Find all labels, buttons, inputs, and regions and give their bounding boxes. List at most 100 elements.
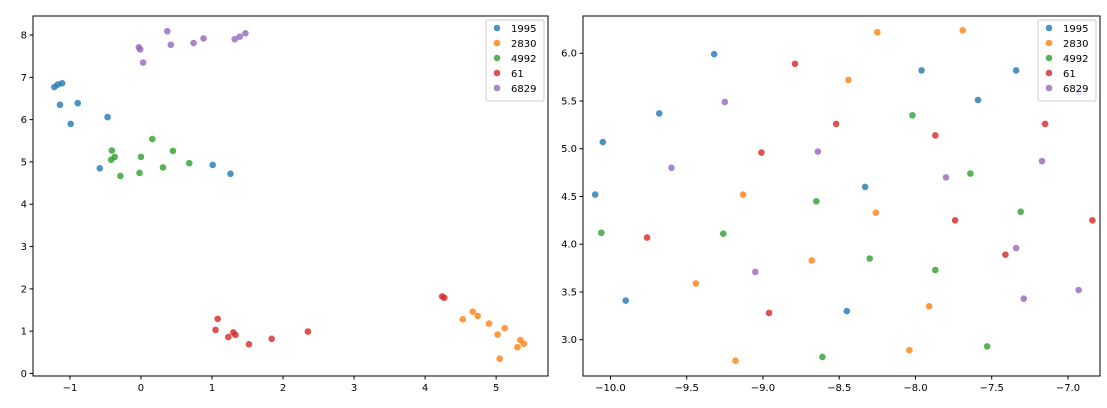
data-point-4992 [159,164,167,171]
legend-label-1995: 1995 [511,24,536,35]
data-point-1995 [209,161,217,169]
data-point-61 [832,120,840,128]
legend-label-2830: 2830 [1063,39,1088,50]
data-point-61 [931,132,939,139]
data-point-4992 [107,156,115,164]
legend-box [1037,19,1097,102]
legend-marker-6829 [1045,84,1053,92]
y-axis-right: 3.0 3.5 4.0 4.5 5.0 5.5 6.0 [561,49,583,346]
data-point-61 [1041,120,1049,128]
x-tick-label: −8.0 [903,383,927,394]
legend-marker-4992 [493,54,501,62]
x-axis-left: −1 0 1 2 3 4 5 [63,376,499,394]
data-point-2830 [494,331,501,338]
x-tick-label: −9.5 [675,383,699,394]
data-point-61 [643,234,651,241]
data-point-4992 [909,112,916,119]
x-tick-label: −8.5 [827,383,851,394]
data-point-1995 [1012,67,1020,74]
x-axis-right: −10.0 −9.5 −9.0 −8.5 −8.0 −7.5 −7.0 [595,376,1080,394]
data-point-61 [791,60,799,68]
y-tick-label: 5.0 [561,144,577,155]
scatter-chart-left: −1 0 1 2 3 4 5 0 1 2 3 4 5 6 7 8 1995 2830 4992 61 6829 [21,15,549,394]
data-point-61 [304,328,312,335]
data-point-4992 [136,169,143,177]
plot-area-left [32,15,549,377]
data-point-6829 [1020,295,1028,302]
data-point-1995 [67,120,74,128]
legend-right: 1995 2830 4992 61 6829 [1037,19,1097,102]
legend-label-6829: 6829 [511,84,536,95]
legend-marker-2830 [1045,39,1053,47]
data-point-6829 [231,35,239,43]
data-point-4992 [720,230,727,238]
data-point-4992 [137,153,145,161]
data-point-1995 [96,164,104,172]
x-tick-label: −7.0 [1056,383,1080,394]
data-point-4992 [108,147,116,154]
data-point-2830 [469,308,477,315]
data-point-4992 [819,353,826,361]
y-tick-label: 3 [21,242,27,253]
data-point-6829 [814,148,822,155]
data-point-61 [765,309,773,317]
legend-label-2830: 2830 [511,39,536,50]
legend-label-1995: 1995 [1063,24,1088,35]
data-point-61 [214,315,221,323]
data-point-6829 [242,30,249,37]
data-point-2830 [520,340,528,348]
data-point-6829 [190,39,197,47]
data-point-2830 [808,257,816,264]
x-tick-label: −1 [63,383,78,394]
data-point-4992 [169,147,177,155]
data-point-2830 [692,280,700,287]
data-point-1995 [918,67,925,74]
y-axis-left: 0 1 2 3 4 5 6 7 8 [21,31,33,380]
data-point-2830 [514,343,521,351]
legend-marker-61 [493,69,501,77]
data-point-6829 [163,27,171,35]
legend-left: 1995 2830 4992 61 6829 [485,19,545,102]
data-point-2830 [959,27,967,34]
data-point-61 [245,340,253,348]
points-left [51,27,528,362]
legend-label-6829: 6829 [1063,84,1088,95]
data-point-61 [268,335,275,343]
legend-label-4992: 4992 [511,54,536,65]
data-point-61 [212,326,219,334]
x-tick-label: 2 [280,383,286,394]
data-point-2830 [925,302,933,310]
data-point-61 [951,217,959,224]
y-tick-label: 0 [21,369,27,380]
data-point-6829 [721,98,729,106]
data-point-4992 [598,229,605,237]
data-point-6829 [1012,244,1020,252]
data-point-6829 [236,33,244,41]
data-point-2830 [485,320,493,327]
data-point-6829 [1075,286,1082,294]
y-tick-label: 4.5 [561,192,577,203]
data-point-4992 [866,255,874,262]
x-tick-label: 3 [351,383,357,394]
data-point-2830 [496,355,503,362]
data-point-1995 [74,99,82,107]
legend-marker-1995 [493,24,501,32]
data-point-2830 [474,312,481,320]
y-tick-label: 6.0 [561,49,577,60]
data-point-6829 [136,46,144,53]
x-tick-label: 1 [209,383,215,394]
y-tick-label: 6 [21,115,27,126]
data-point-1995 [861,183,869,191]
legend-label-4992: 4992 [1063,54,1088,65]
y-tick-label: 5.5 [561,96,577,107]
data-point-4992 [931,266,939,274]
data-point-2830 [501,324,508,332]
data-point-1995 [655,110,663,117]
data-point-6829 [752,268,759,276]
points-right [591,27,1096,365]
data-point-1995 [104,113,111,121]
y-tick-label: 3.0 [561,335,577,346]
y-tick-label: 8 [21,31,27,42]
x-tick-label: −9.0 [751,383,775,394]
